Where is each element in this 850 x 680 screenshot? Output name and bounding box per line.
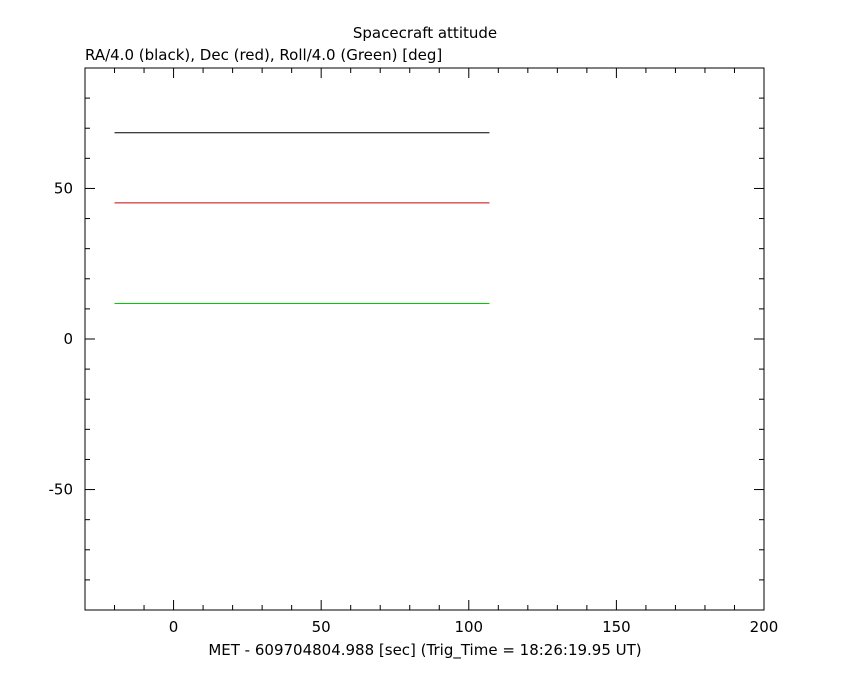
x-tick-label: 100 — [454, 618, 483, 636]
y-axis-label: RA/4.0 (black), Dec (red), Roll/4.0 (Gre… — [85, 46, 442, 64]
x-tick-label: 200 — [750, 618, 779, 636]
y-tick-label: -50 — [49, 481, 74, 499]
plot-frame — [84, 67, 765, 611]
x-tick-label: 50 — [312, 618, 331, 636]
series-lines — [114, 132, 490, 304]
x-axis-label: MET - 609704804.988 [sec] (Trig_Time = 1… — [208, 641, 641, 660]
tick-labels: 0 50 100 150 200 -50 0 50 — [49, 179, 779, 636]
x-tick-label: 150 — [602, 618, 631, 636]
y-tick-label: 0 — [63, 330, 73, 348]
x-tick-label: 0 — [169, 618, 179, 636]
y-tick-label: 50 — [54, 179, 73, 197]
chart-title: Spacecraft attitude — [353, 24, 497, 42]
